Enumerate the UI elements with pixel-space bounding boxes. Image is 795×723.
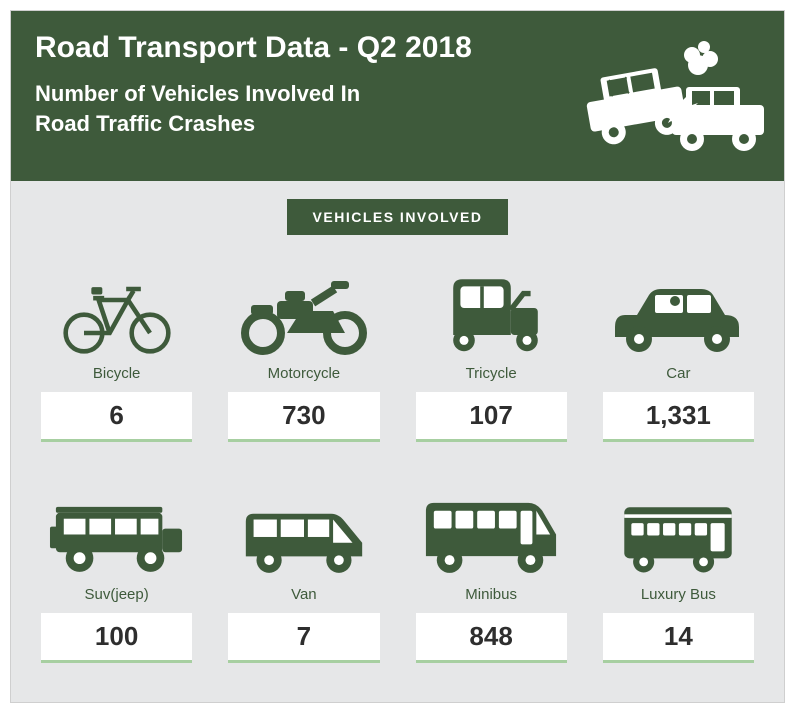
header: Road Transport Data - Q2 2018 Number of … <box>11 11 784 181</box>
tricycle-icon <box>416 263 567 355</box>
vehicle-value: 107 <box>416 392 567 442</box>
vehicle-card: Luxury Bus 14 <box>603 484 754 663</box>
section-label: VEHICLES INVOLVED <box>287 199 509 235</box>
vehicle-label: Luxury Bus <box>603 586 754 603</box>
vehicle-value: 1,331 <box>603 392 754 442</box>
vehicle-card: Tricycle 107 <box>416 263 567 442</box>
vehicle-value: 730 <box>228 392 379 442</box>
body: VEHICLES INVOLVED Bicycle 6 Motorcycle 730 T… <box>11 181 784 702</box>
vehicle-label: Motorcycle <box>228 365 379 382</box>
vehicle-grid: Bicycle 6 Motorcycle 730 Tricycle 107 Car 1,331… <box>41 263 754 663</box>
vehicle-value: 6 <box>41 392 192 442</box>
vehicle-card: Suv(jeep) 100 <box>41 484 192 663</box>
luxurybus-icon <box>603 484 754 576</box>
van-icon <box>228 484 379 576</box>
vehicle-value: 848 <box>416 613 567 663</box>
suv-icon <box>41 484 192 576</box>
vehicle-card: Car 1,331 <box>603 263 754 442</box>
vehicle-value: 14 <box>603 613 754 663</box>
vehicle-label: Tricycle <box>416 365 567 382</box>
vehicle-label: Minibus <box>416 586 567 603</box>
vehicle-label: Car <box>603 365 754 382</box>
vehicle-card: Van 7 <box>228 484 379 663</box>
vehicle-label: Van <box>228 586 379 603</box>
car-icon <box>603 263 754 355</box>
vehicle-label: Bicycle <box>41 365 192 382</box>
section-pill-row: VEHICLES INVOLVED <box>41 199 754 235</box>
vehicle-value: 7 <box>228 613 379 663</box>
vehicle-card: Bicycle 6 <box>41 263 192 442</box>
crash-illustration-icon <box>572 33 772 163</box>
bicycle-icon <box>41 263 192 355</box>
vehicle-value: 100 <box>41 613 192 663</box>
vehicle-label: Suv(jeep) <box>41 586 192 603</box>
vehicle-card: Minibus 848 <box>416 484 567 663</box>
infographic-frame: Road Transport Data - Q2 2018 Number of … <box>10 10 785 703</box>
minibus-icon <box>416 484 567 576</box>
vehicle-card: Motorcycle 730 <box>228 263 379 442</box>
motorcycle-icon <box>228 263 379 355</box>
